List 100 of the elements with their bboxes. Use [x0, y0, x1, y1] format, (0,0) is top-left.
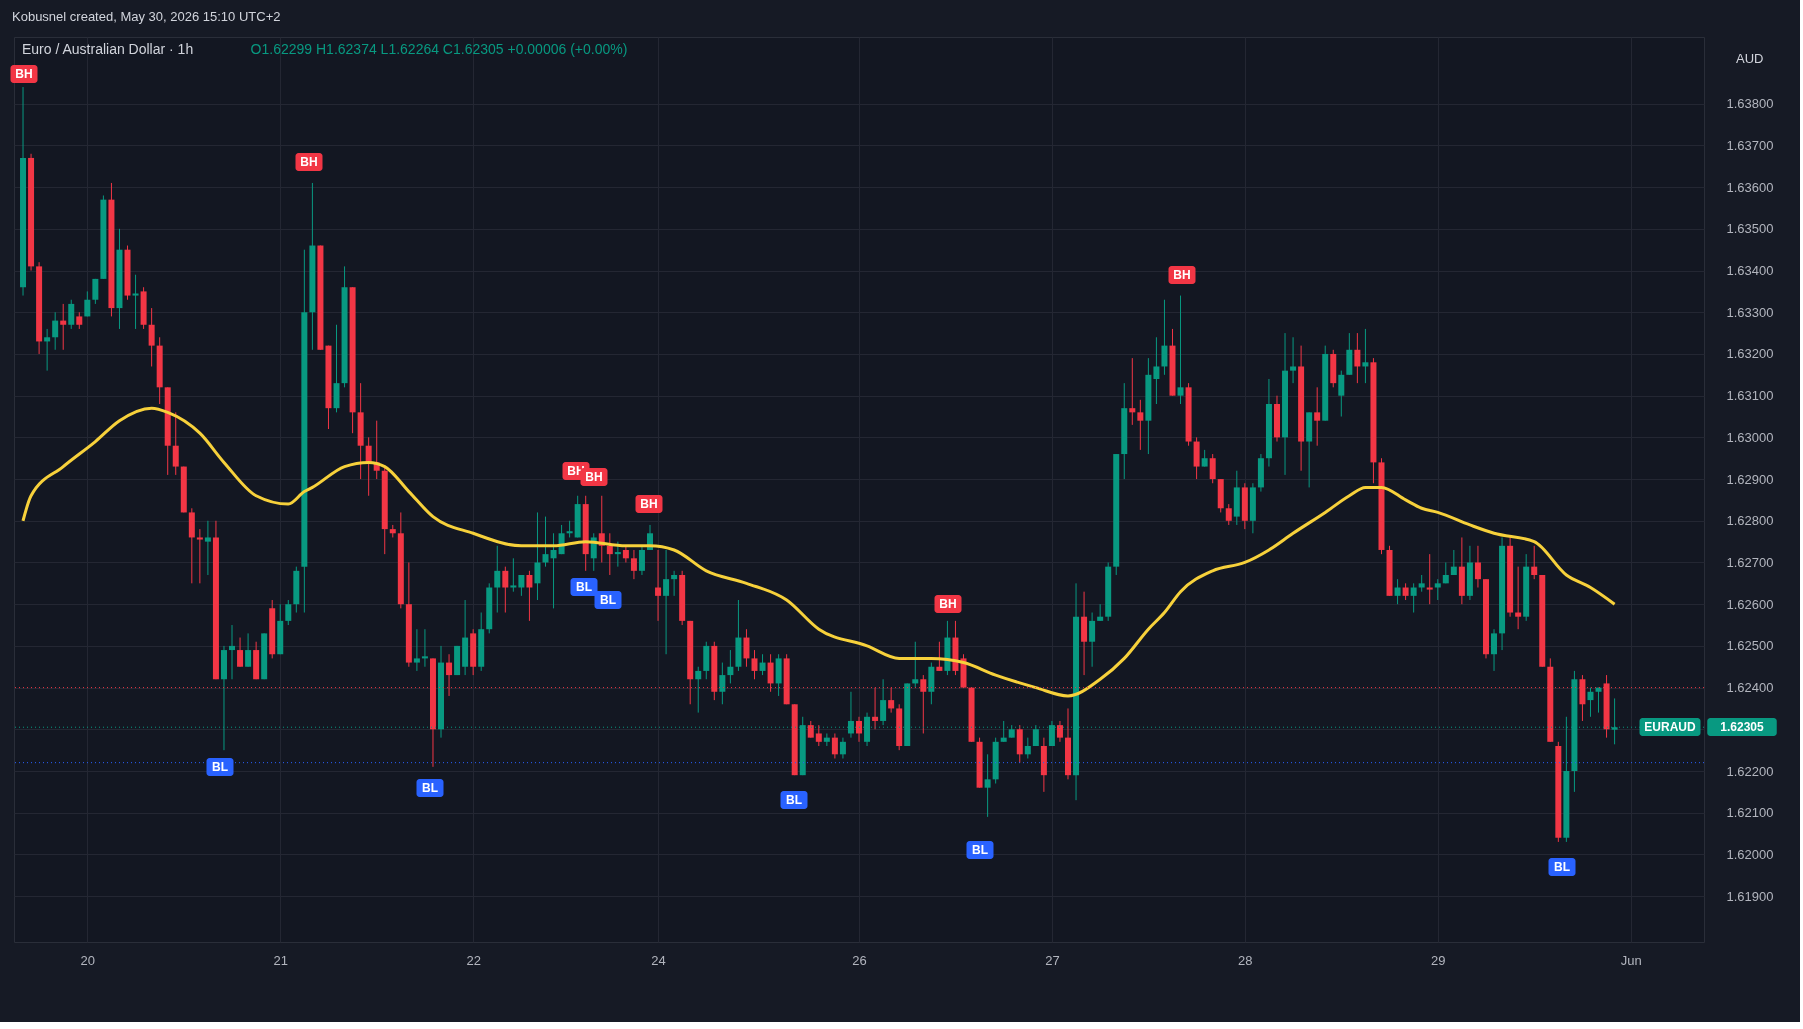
candlestick: [655, 549, 662, 622]
x-tick-label: Jun: [1620, 952, 1642, 968]
candlestick: [880, 678, 887, 726]
y-tick-label: 1.62800: [1726, 513, 1774, 529]
candlestick: [68, 299, 75, 330]
annotation: BL: [1554, 860, 1570, 874]
candlestick: [663, 549, 670, 655]
candlestick: [204, 520, 211, 576]
y-tick-label: 1.62700: [1726, 554, 1774, 570]
x-tick-label: 20: [80, 952, 96, 968]
y-tick-label: 1.62500: [1726, 638, 1774, 654]
candlestick: [518, 574, 525, 597]
candlestick: [695, 666, 702, 714]
x-tick-label: 22: [466, 952, 481, 968]
candlestick: [1426, 553, 1433, 605]
candlestick: [1595, 687, 1602, 714]
y-tick-label: 1.61900: [1726, 888, 1774, 904]
x-tick-label: 26: [852, 952, 867, 968]
candlestick: [831, 732, 838, 759]
candlestick: [285, 599, 292, 626]
annotation: BH: [585, 470, 603, 484]
y-tick-label: 1.63400: [1726, 263, 1774, 279]
candlestick: [1434, 578, 1441, 601]
candlestick: [237, 637, 244, 668]
candlestick: [638, 545, 645, 576]
y-tick-label: 1.63600: [1726, 179, 1774, 195]
candlestick: [727, 649, 734, 684]
annotation: BH: [1173, 268, 1191, 282]
candlestick: [1362, 328, 1369, 384]
text: Kobusnel created, May 30, 2026 15:10 UTC+2: [12, 9, 281, 24]
candlestick: [614, 541, 621, 568]
candlestick: [936, 641, 943, 672]
annotation: BL: [600, 593, 616, 607]
annotation: BH: [939, 597, 957, 611]
annotation: EURAUD: [1644, 720, 1696, 734]
y-tick-label: 1.62000: [1726, 846, 1774, 862]
candlestick: [815, 724, 822, 747]
candlestick: [984, 753, 991, 818]
y-tick-label: 1.62100: [1726, 805, 1774, 821]
candlestick: [1450, 549, 1457, 576]
candlestick: [1097, 603, 1104, 622]
candlestick: [912, 641, 919, 689]
annotation: BL: [576, 580, 592, 594]
candlestick: [1531, 545, 1538, 580]
candlestick: [1314, 386, 1321, 447]
y-tick-label: 1.63300: [1726, 304, 1774, 320]
line-series: [21, 406, 1617, 698]
annotation: BH: [15, 67, 33, 81]
y-tick-label: 1.63100: [1726, 388, 1774, 404]
candlestick: [1209, 453, 1216, 484]
candlestick: [1515, 566, 1522, 630]
candlestick: [52, 311, 59, 351]
y-tick-label: 1.63800: [1726, 96, 1774, 112]
candlestick: [1137, 399, 1144, 451]
annotation: BL: [972, 843, 988, 857]
y-tick-label: 1.63200: [1726, 346, 1774, 362]
candlestick: [856, 716, 862, 743]
candlestick: [148, 307, 155, 367]
y-tick-label: 1.63700: [1726, 137, 1774, 153]
y-tick-label: 1.63500: [1726, 221, 1774, 237]
x-tick-label: 29: [1431, 952, 1446, 968]
chart-title: Euro / Australian Dollar · 1h: [22, 41, 194, 57]
candlestick: [196, 528, 203, 584]
annotation: BH: [300, 155, 318, 169]
candlestick: [1129, 357, 1136, 426]
candlestick: [534, 511, 541, 601]
candlestick: [60, 303, 67, 351]
candlestick: [743, 628, 750, 668]
candlestick: [92, 278, 99, 305]
x-tick-label: 27: [1045, 952, 1060, 968]
candlestick: [606, 532, 613, 576]
candlestick: [1161, 299, 1168, 376]
candlestick: [542, 516, 549, 568]
candlestick: [1177, 295, 1184, 405]
candlestick: [84, 290, 91, 317]
candlestick: [1225, 503, 1232, 526]
y-tick-label: 1.62400: [1726, 680, 1774, 696]
chart-subtitle: O1.62299 H1.62374 L1.62264 C1.62305 +0.00006 (+0.00%): [250, 41, 628, 57]
candlestick: [502, 566, 509, 614]
y-tick-label: 1.63000: [1726, 429, 1774, 445]
candlestick: [1491, 628, 1498, 672]
candlestick: [132, 274, 139, 330]
candlestick: [839, 737, 846, 759]
annotation: BL: [422, 781, 438, 795]
candlestick: [671, 570, 678, 597]
candlestick: [44, 328, 51, 372]
candlestick: [1587, 687, 1594, 718]
candlestick: [526, 570, 533, 622]
candlestick: [1354, 332, 1361, 384]
candlestick: [510, 557, 517, 593]
candlestick: [751, 649, 758, 680]
candlestick: [719, 662, 726, 705]
text: 1.62305: [1720, 720, 1765, 734]
text: AUD: [1736, 51, 1764, 66]
candlestick: [1410, 582, 1417, 614]
candlestick: [630, 549, 637, 580]
annotation: BL: [786, 793, 802, 807]
annotation: BH: [640, 497, 658, 511]
y-tick-label: 1.62200: [1726, 763, 1774, 779]
candlestick: [229, 624, 236, 680]
